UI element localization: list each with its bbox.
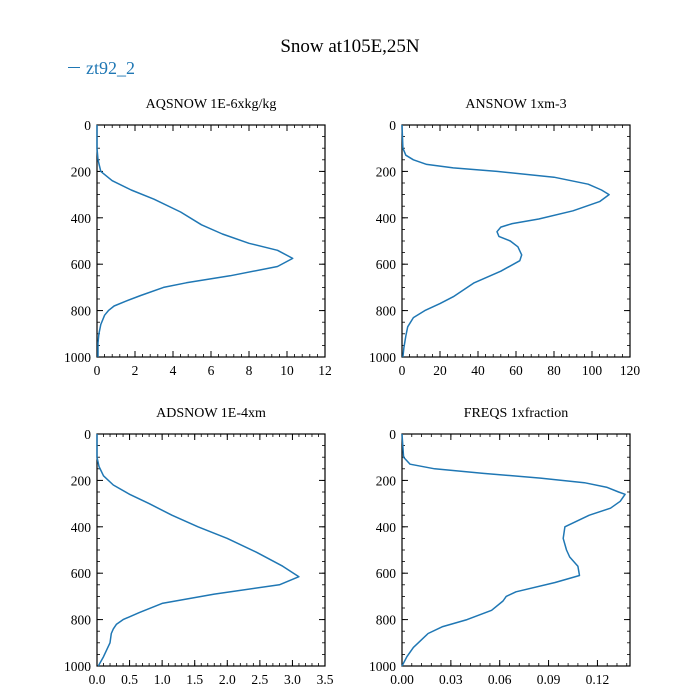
subplot-4: FREQS 1xfraction 0.00 0.03 0.06 0.09 0.12 0 200… [369,406,631,687]
plot-frame [401,433,631,667]
x-tick-label: 2 [132,363,139,378]
series-line-zt92-2 [401,433,626,667]
x-tick-label: 10 [280,363,294,378]
y-tick-label: 600 [376,566,397,581]
x-tick-label: 0.5 [121,672,138,687]
series-line-zt92-2 [96,125,294,357]
y-tick-label: 0 [84,118,91,133]
y-tick-label: 200 [71,164,92,179]
subplot-title: ADSNOW 1E-4xm [156,406,266,421]
subplot-title: ANSNOW 1xm-3 [465,97,566,112]
x-tick-label: 0.0 [89,672,106,687]
x-tick-label: 40 [471,363,485,378]
y-tick-label: 800 [376,304,397,319]
plot-frame [96,433,326,667]
x-tick-label: 0 [94,363,101,378]
x-tick-label: 60 [509,363,523,378]
subplot-2: ANSNOW 1xm-3 0 20 40 60 80 100 120 0 200 400 600 800… [369,97,640,378]
subplot-title: AQSNOW 1E-6xkg/kg [146,97,277,112]
y-tick-label: 1000 [64,350,91,365]
x-tick-label: 2.0 [219,672,236,687]
x-tick-label: 1.0 [154,672,171,687]
y-tick-label: 600 [376,257,397,272]
y-tick-label: 400 [376,211,397,226]
y-tick-label: 600 [71,566,92,581]
x-tick-label: 20 [433,363,447,378]
x-tick-label: 100 [582,363,603,378]
x-tick-label: 0.12 [586,672,610,687]
x-tick-label: 0.03 [439,672,463,687]
legend-line-swatch [68,67,80,69]
x-tick-label: 0.00 [390,672,414,687]
y-tick-label: 400 [376,520,397,535]
x-tick-label: 0.09 [537,672,561,687]
x-tick-label: 6 [208,363,215,378]
x-tick-label: 80 [547,363,561,378]
series-line-zt92-2 [96,434,300,667]
x-tick-label: 3.5 [317,672,334,687]
figure-title: Snow at105E,25N [280,36,420,57]
x-tick-label: 3.0 [284,672,301,687]
x-tick-label: 120 [620,363,641,378]
y-tick-label: 1000 [369,350,396,365]
y-tick-label: 200 [71,473,92,488]
series-line-zt92-2 [401,124,610,358]
x-tick-label: 0.06 [488,672,512,687]
x-tick-label: 8 [246,363,253,378]
y-tick-label: 200 [376,164,397,179]
y-tick-label: 0 [389,427,396,442]
x-tick-label: 0 [399,363,406,378]
y-tick-label: 1000 [64,659,91,674]
y-tick-label: 200 [376,473,397,488]
plot-frame [96,124,326,358]
y-tick-label: 0 [389,118,396,133]
x-tick-label: 1.5 [186,672,203,687]
subplot-1: AQSNOW 1E-6xkg/kg 0 2 4 6 8 10 12 0 200 400 600 800 1… [64,97,332,378]
plot-frame [401,124,631,358]
x-tick-label: 2.5 [251,672,268,687]
y-tick-label: 600 [71,257,92,272]
y-tick-label: 800 [71,613,92,628]
y-tick-label: 400 [71,211,92,226]
y-tick-label: 0 [84,427,91,442]
x-tick-label: 4 [170,363,177,378]
y-tick-label: 400 [71,520,92,535]
subplot-title: FREQS 1xfraction [464,406,569,421]
y-tick-label: 1000 [369,659,396,674]
y-tick-label: 800 [71,304,92,319]
legend-label: zt92_2 [86,58,135,78]
x-tick-label: 12 [318,363,332,378]
y-tick-label: 800 [376,613,397,628]
subplot-3: ADSNOW 1E-4xm 0.0 0.5 1.0 1.5 2.0 2.5 3.0 3.5 0 20… [64,406,334,687]
legend: zt92_2 [68,58,135,79]
